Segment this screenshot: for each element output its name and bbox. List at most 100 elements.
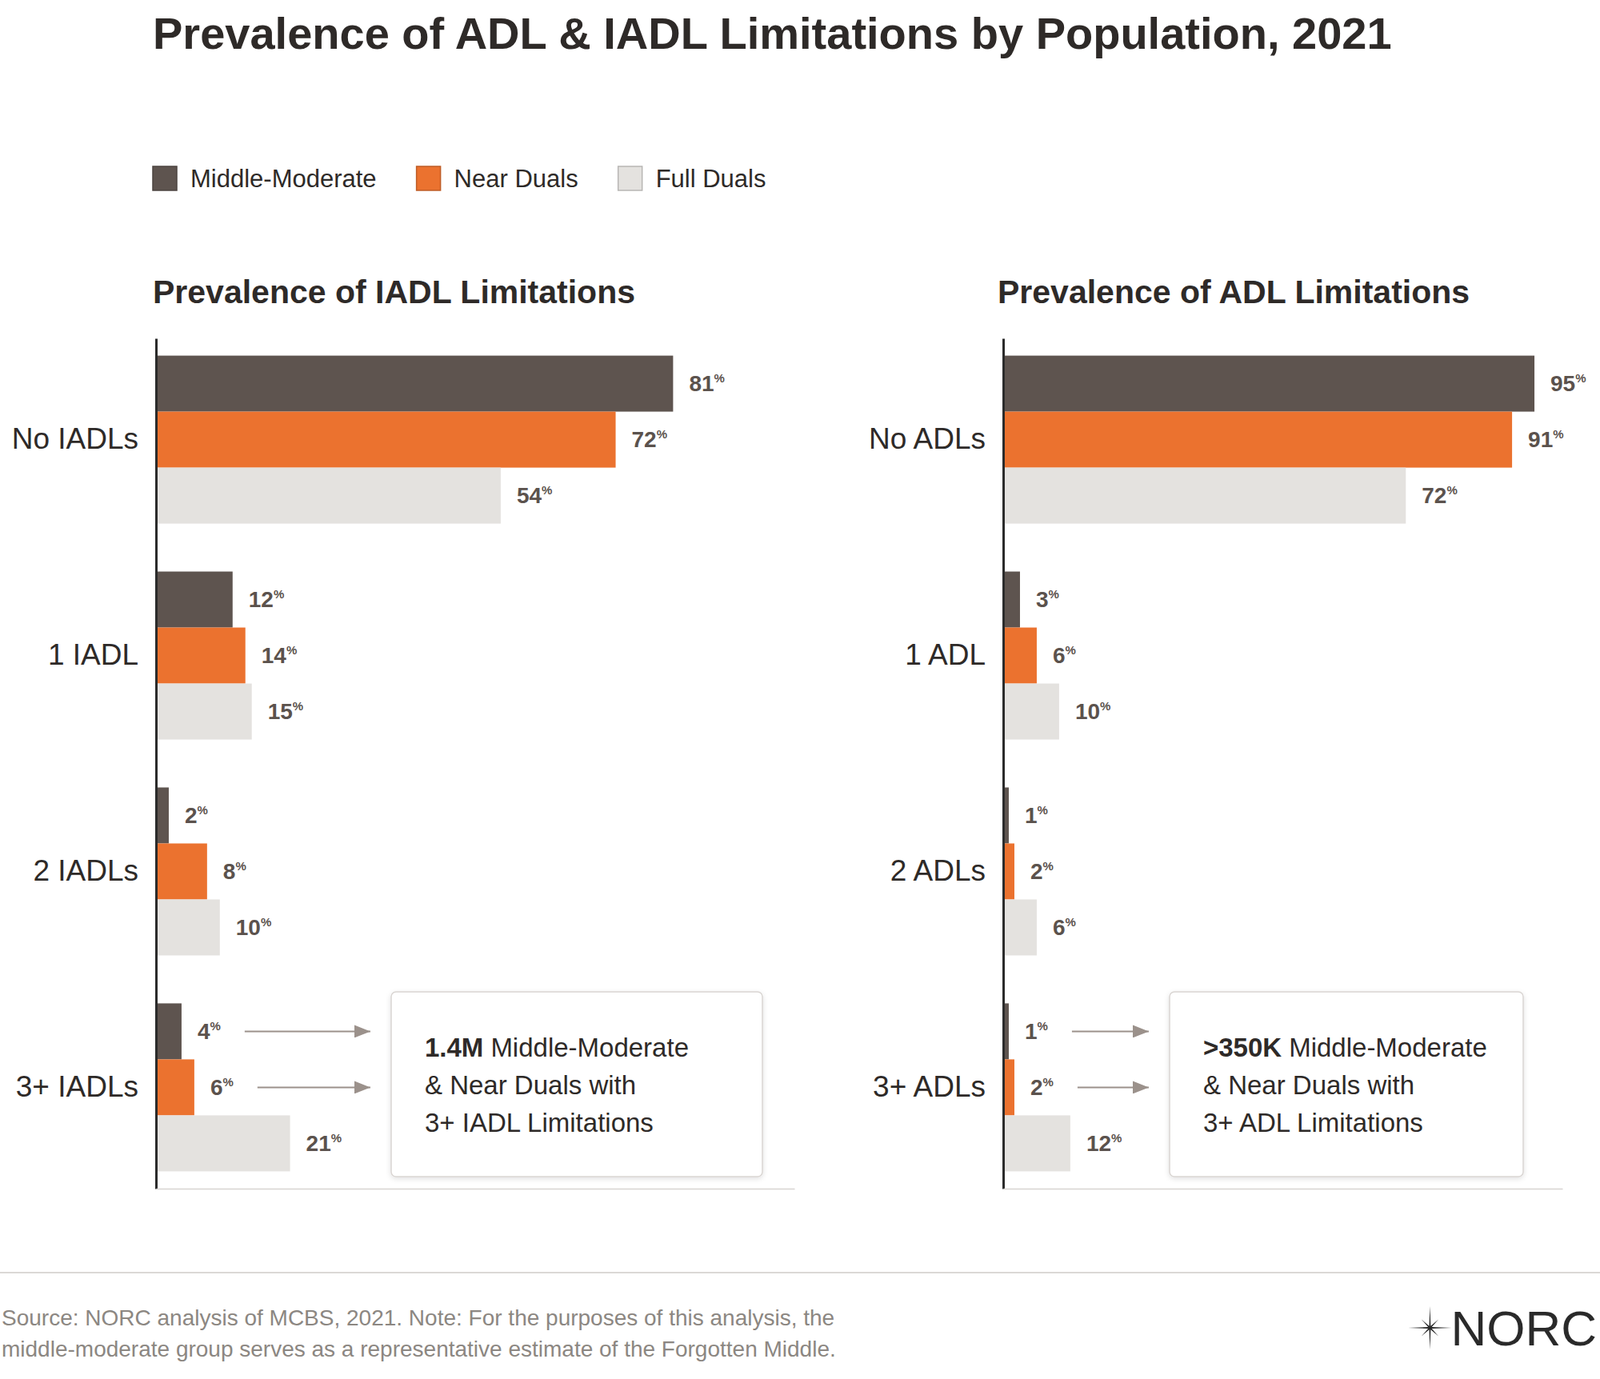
category-axis: No IADLs1 IADL2 IADLs3+ IADLs (12, 339, 157, 1190)
data-label-number: 2 (1030, 859, 1044, 884)
data-label-unit: % (197, 803, 208, 817)
data-label-unit: % (1446, 483, 1457, 497)
data-label: 6% (1052, 915, 1076, 940)
bar (1003, 572, 1020, 628)
data-label-unit: % (1037, 803, 1048, 817)
legend-swatch (618, 166, 643, 191)
data-label-number: 6 (1052, 643, 1066, 668)
bar (156, 628, 246, 684)
tick: 3+ ADLs (872, 1070, 1004, 1104)
data-label: 2% (1030, 1075, 1054, 1100)
data-label-number: 95 (1550, 371, 1576, 396)
data-label-number: 15 (268, 699, 293, 724)
data-label: 95% (1550, 371, 1587, 396)
annotation-text: 3+ ADL Limitations (1203, 1108, 1424, 1138)
data-label-unit: % (1111, 1131, 1122, 1145)
data-label: 3% (1036, 587, 1060, 612)
data-label-number: 2 (184, 803, 198, 828)
footer-rule (0, 1272, 1600, 1274)
annotation-text: & Near Duals with (424, 1070, 636, 1100)
value-axis-line (156, 1188, 796, 1191)
bar (1003, 1115, 1071, 1172)
data-label-unit: % (714, 371, 725, 385)
annotation-arrow (1077, 1086, 1149, 1088)
annotation-text: >350KMiddle-Moderate (1203, 1032, 1488, 1063)
tick: No IADLs (12, 422, 156, 456)
data-label-unit: % (1575, 371, 1586, 385)
tick-label: No IADLs (12, 422, 139, 456)
annotation-line: Middle-Moderate (1288, 1032, 1488, 1063)
bar (1003, 356, 1535, 412)
text-line: Source: NORC analysis of MCBS, 2021. Not… (1, 1305, 835, 1331)
data-label-unit: % (260, 915, 272, 929)
annotation-arrow (257, 1086, 371, 1088)
data-label-unit: % (222, 1075, 233, 1089)
tick-label: 3+ ADLs (872, 1070, 986, 1104)
data-label-number: 4 (197, 1019, 211, 1044)
bar (156, 787, 169, 844)
annotation-arrow (1072, 1030, 1149, 1032)
annotation-highlight: >350K (1203, 1032, 1282, 1063)
bar (156, 356, 673, 412)
data-label-number: 91 (1528, 427, 1553, 452)
data-label-unit: % (1100, 699, 1111, 713)
tick-label: 3+ IADLs (16, 1070, 139, 1104)
data-label-number: 6 (210, 1075, 224, 1100)
data-label: 4% (197, 1019, 221, 1044)
data-label: 1% (1024, 803, 1048, 828)
annotation: 1.4MMiddle-Moderate& Near Duals with3+ I… (244, 992, 763, 1177)
data-label-unit: % (235, 859, 246, 873)
data-label-unit: % (1065, 643, 1076, 657)
panel-title: Prevalence of ADL Limitations (997, 273, 1470, 311)
data-label: 15% (268, 699, 304, 724)
bar-series (1003, 356, 1535, 1060)
legend-item: Full Duals (618, 164, 767, 193)
bar (156, 468, 501, 524)
data-labels: 81%12%2%4%72%14%8%6%54%15%10%21% (184, 371, 725, 1156)
data-label: 2% (1030, 859, 1054, 884)
data-label-number: 21 (306, 1131, 332, 1156)
tick: 2 ADLs (890, 854, 1004, 888)
text-line: middle-moderate group serves as a repres… (1, 1336, 836, 1362)
panel-title: Prevalence of IADL Limitations (152, 273, 636, 311)
data-label-number: 72 (1421, 483, 1447, 508)
legend-swatch (416, 166, 441, 191)
tick-label: 1 ADL (904, 638, 986, 672)
data-label-unit: % (1048, 587, 1060, 601)
tick: 3+ IADLs (16, 1070, 156, 1104)
bar-series (156, 356, 673, 1060)
data-label-unit: % (331, 1131, 342, 1145)
background (0, 0, 1600, 1379)
data-label-unit: % (1043, 859, 1054, 873)
bar (156, 1115, 291, 1172)
data-label-unit: % (292, 699, 304, 713)
annotation: >350KMiddle-Moderate & Near Duals with 3+ … (1072, 992, 1524, 1177)
legend: Middle-ModerateNear DualsFull Duals (152, 164, 767, 193)
legend-label: Near Duals (454, 164, 579, 193)
legend-item: Near Duals (416, 164, 579, 193)
annotation-box (391, 992, 763, 1177)
data-label-number: 81 (688, 371, 714, 396)
bar (156, 412, 616, 468)
chart-page: Prevalence of ADL & IADL Limitations by … (0, 0, 1600, 1379)
value-axis (1004, 1188, 1564, 1190)
data-label-unit: % (1043, 1075, 1054, 1089)
annotation-box (1169, 992, 1524, 1177)
tick: 1 IADL (48, 638, 156, 672)
data-label-unit: % (656, 427, 668, 441)
data-label-number: 14 (261, 643, 288, 668)
chart-title: Prevalence of ADL & IADL Limitations by … (152, 8, 1392, 59)
axis-line (155, 339, 158, 1190)
source-note: Source: NORC analysis of MCBS, 2021. Not… (1, 1305, 836, 1362)
bar (156, 899, 220, 956)
data-label-number: 1 (1024, 803, 1038, 828)
bar (1003, 843, 1015, 900)
data-label-unit: % (273, 587, 284, 601)
axis-line (1002, 339, 1005, 1190)
annotation-highlight: 1.4M (424, 1032, 484, 1063)
data-label-number: 12 (1086, 1131, 1112, 1156)
data-label-number: 3 (1036, 587, 1049, 612)
annotation-text: & Near Duals with (1203, 1070, 1415, 1100)
tick: No ADLs (868, 422, 1004, 456)
data-label-unit: % (286, 643, 297, 657)
